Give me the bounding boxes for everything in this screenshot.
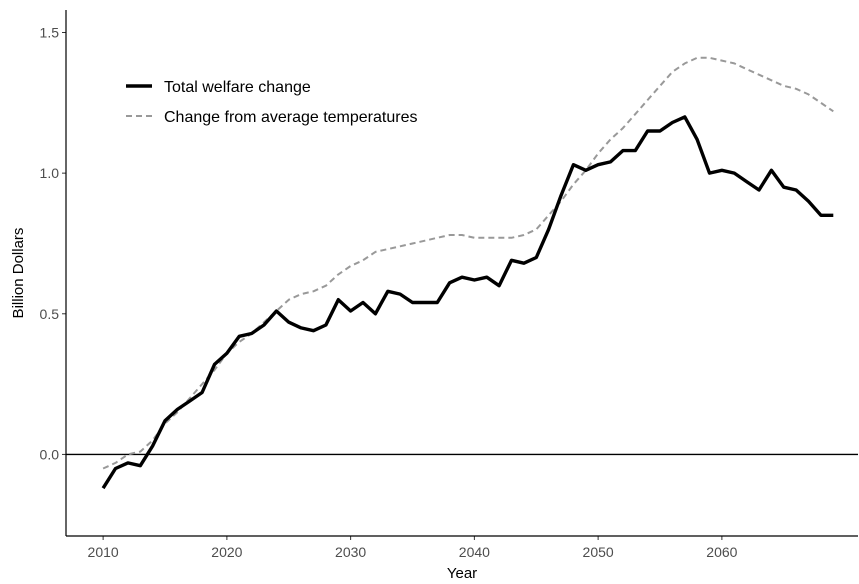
y-tick-label: 1.5 bbox=[40, 25, 60, 41]
x-tick-label: 2040 bbox=[459, 544, 490, 560]
series-line-0 bbox=[101, 115, 834, 490]
y-tick-label: 1.0 bbox=[40, 165, 60, 181]
x-axis-ticks: 2010 2020 2030 2040 2050 2060 bbox=[88, 536, 738, 560]
x-tick-label: 2020 bbox=[211, 544, 242, 560]
x-tick-label: 2060 bbox=[706, 544, 737, 560]
y-axis-title: Billion Dollars bbox=[10, 228, 27, 319]
legend: Total welfare change Change from average … bbox=[126, 79, 417, 126]
x-tick-label: 2050 bbox=[583, 544, 614, 560]
legend-label-1: Change from average temperatures bbox=[164, 109, 417, 126]
series-line-1 bbox=[102, 56, 834, 470]
legend-label-0: Total welfare change bbox=[164, 79, 311, 96]
y-axis-ticks: 0.0 0.5 1.0 1.5 bbox=[40, 25, 66, 462]
y-tick-label: 0.0 bbox=[40, 446, 60, 462]
x-axis-title: Year bbox=[447, 565, 477, 582]
series-lines bbox=[101, 56, 834, 490]
x-tick-label: 2010 bbox=[88, 544, 119, 560]
x-tick-label: 2030 bbox=[335, 544, 366, 560]
y-tick-label: 0.5 bbox=[40, 306, 60, 322]
